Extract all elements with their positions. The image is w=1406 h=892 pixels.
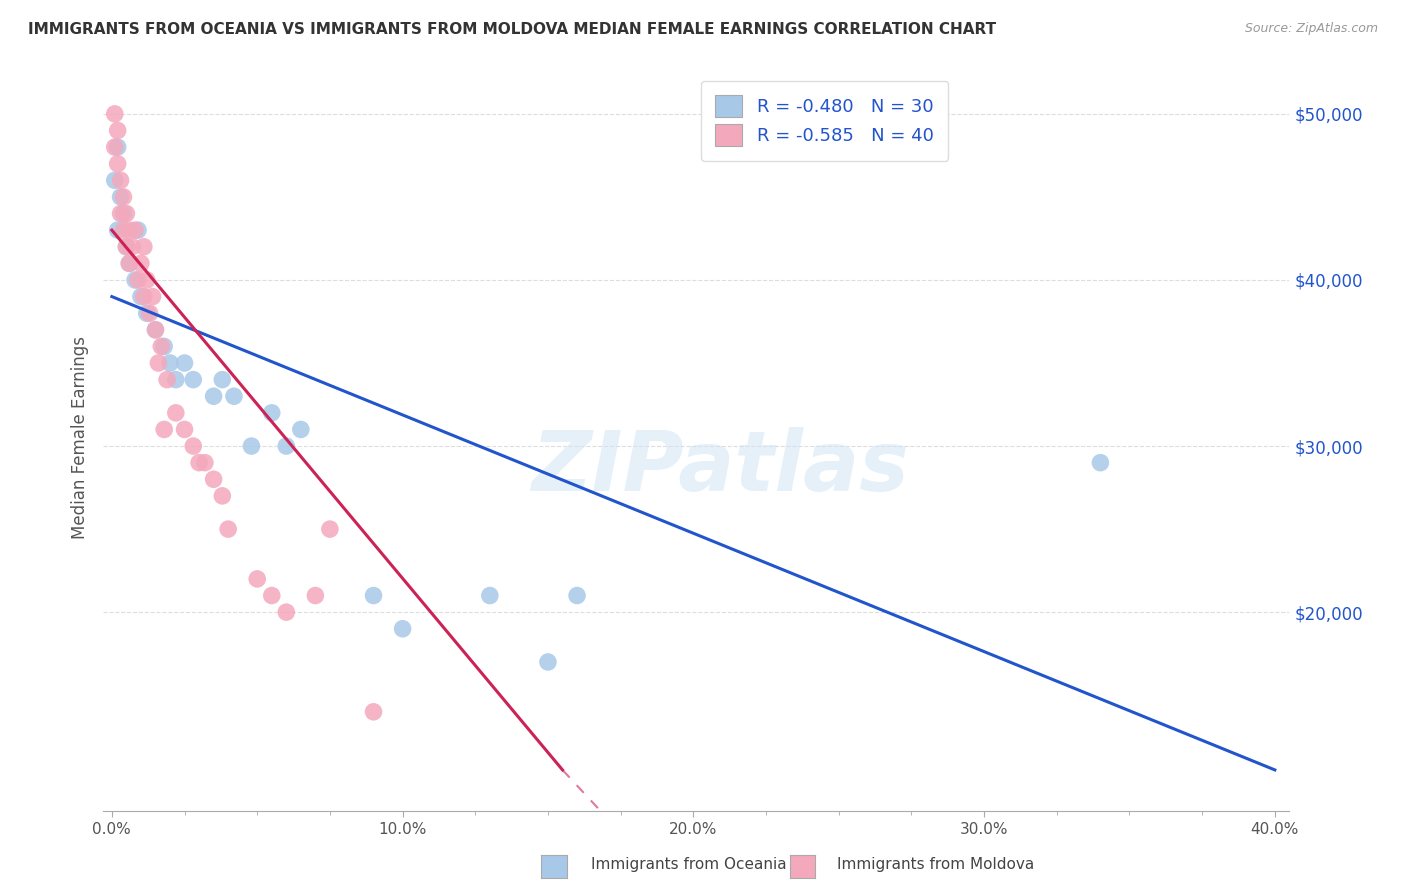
Point — [202, 389, 225, 403]
Point — [110, 190, 132, 204]
Point — [115, 206, 138, 220]
Point — [145, 323, 167, 337]
Point — [478, 589, 501, 603]
Point — [260, 406, 283, 420]
Point — [1090, 456, 1112, 470]
Point — [150, 339, 173, 353]
Text: IMMIGRANTS FROM OCEANIA VS IMMIGRANTS FROM MOLDOVA MEDIAN FEMALE EARNINGS CORREL: IMMIGRANTS FROM OCEANIA VS IMMIGRANTS FR… — [28, 22, 997, 37]
Point — [132, 240, 155, 254]
Point — [135, 273, 157, 287]
Point — [112, 206, 135, 220]
Point — [153, 422, 176, 436]
Point — [260, 589, 283, 603]
Point — [222, 389, 245, 403]
Point — [132, 289, 155, 303]
Point — [202, 472, 225, 486]
Point — [153, 339, 176, 353]
Point — [107, 123, 129, 137]
Text: Source: ZipAtlas.com: Source: ZipAtlas.com — [1244, 22, 1378, 36]
Point — [124, 273, 146, 287]
Point — [127, 273, 149, 287]
Y-axis label: Median Female Earnings: Median Female Earnings — [72, 336, 89, 540]
Point — [118, 256, 141, 270]
Point — [276, 439, 298, 453]
Point — [276, 605, 298, 619]
Point — [142, 289, 165, 303]
Point — [115, 240, 138, 254]
Point — [129, 256, 152, 270]
Point — [112, 223, 135, 237]
Point — [104, 140, 127, 154]
Point — [319, 522, 342, 536]
Text: ZIPatlas: ZIPatlas — [531, 427, 908, 508]
Point — [363, 705, 385, 719]
Point — [138, 306, 160, 320]
Point — [104, 107, 127, 121]
Point — [159, 356, 181, 370]
Point — [188, 456, 211, 470]
Point — [173, 422, 195, 436]
Point — [127, 223, 149, 237]
Point — [391, 622, 413, 636]
Point — [110, 206, 132, 220]
Point — [124, 223, 146, 237]
Point — [129, 289, 152, 303]
Point — [135, 306, 157, 320]
Point — [156, 373, 179, 387]
Point — [363, 589, 385, 603]
Point — [246, 572, 269, 586]
Point — [121, 240, 143, 254]
Point — [304, 589, 326, 603]
Point — [217, 522, 239, 536]
Point — [211, 373, 233, 387]
Point — [211, 489, 233, 503]
Point — [173, 356, 195, 370]
Point — [115, 240, 138, 254]
Point — [194, 456, 217, 470]
Point — [165, 373, 187, 387]
Point — [118, 256, 141, 270]
Text: Immigrants from Moldova: Immigrants from Moldova — [837, 857, 1033, 872]
Point — [118, 223, 141, 237]
Legend: R = -0.480   N = 30, R = -0.585   N = 40: R = -0.480 N = 30, R = -0.585 N = 40 — [702, 80, 948, 161]
Point — [565, 589, 588, 603]
Point — [145, 323, 167, 337]
Point — [107, 223, 129, 237]
Point — [107, 140, 129, 154]
Text: Immigrants from Oceania: Immigrants from Oceania — [591, 857, 786, 872]
Point — [107, 157, 129, 171]
Point — [148, 356, 170, 370]
Point — [110, 173, 132, 187]
Point — [112, 190, 135, 204]
Point — [290, 422, 312, 436]
Point — [104, 173, 127, 187]
Point — [537, 655, 560, 669]
Point — [181, 373, 204, 387]
Point — [240, 439, 263, 453]
Point — [165, 406, 187, 420]
Point — [181, 439, 204, 453]
